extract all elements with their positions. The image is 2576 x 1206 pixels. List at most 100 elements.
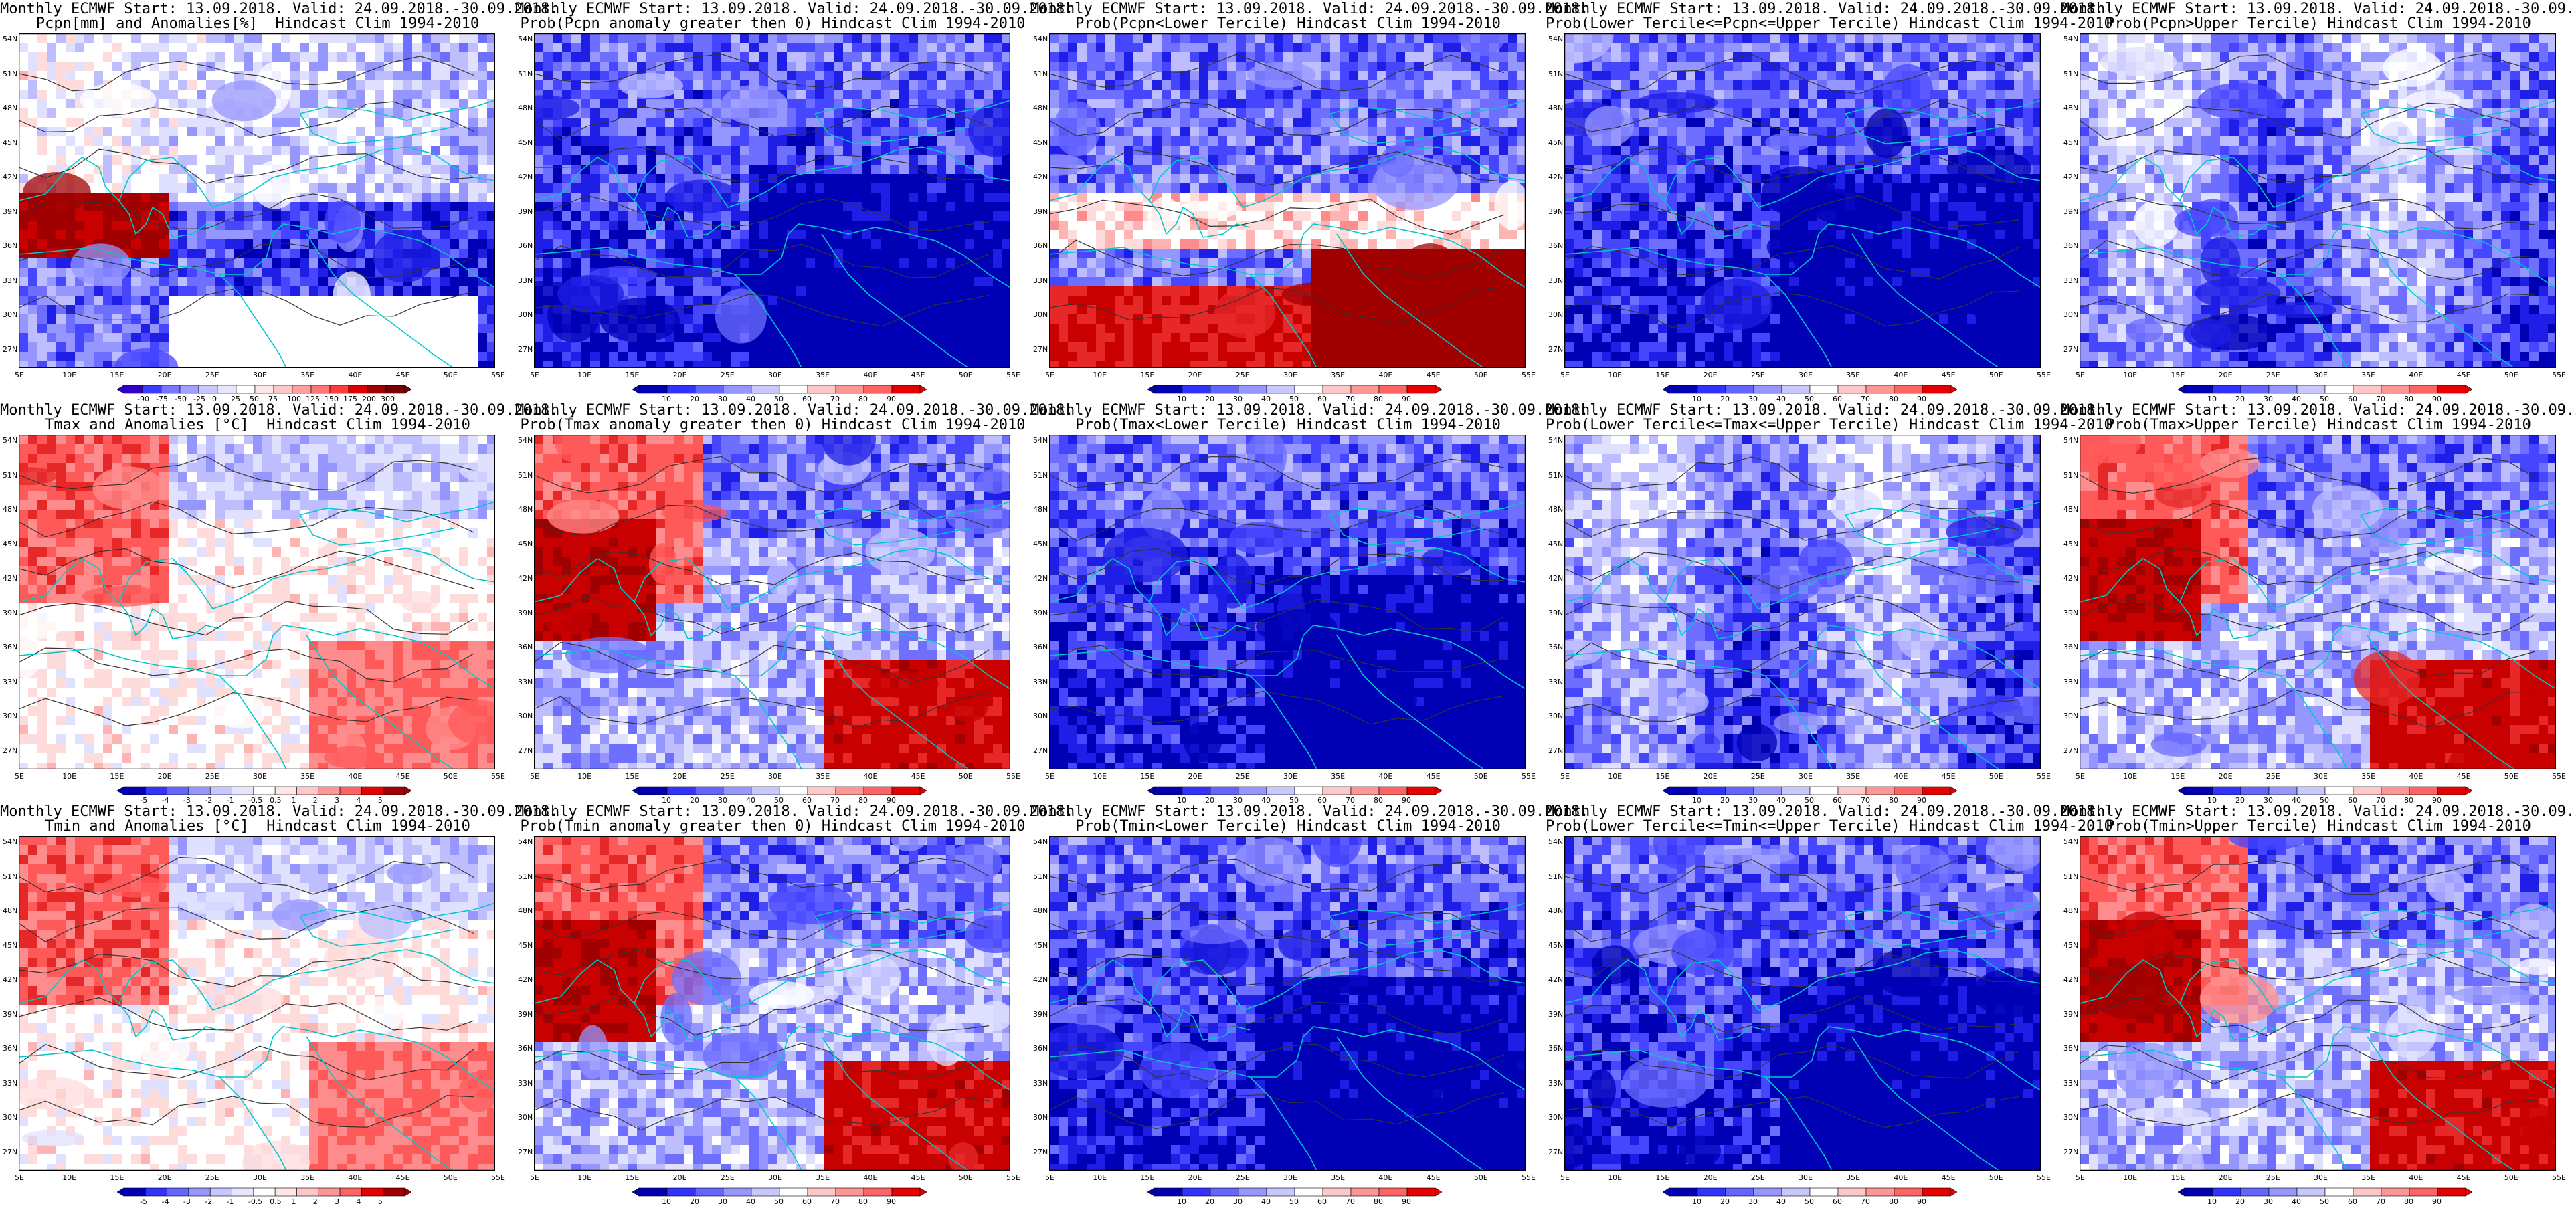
field-cell [815,127,825,137]
field-cell [1180,146,1190,156]
field-cell [993,239,1003,249]
field-cell [927,268,937,278]
field-cell [1274,52,1284,62]
field-cell [356,155,366,165]
field-cell [909,249,919,259]
field-cell [328,361,338,368]
field-cell [47,221,57,231]
field-cell [843,193,853,203]
field-cell [618,62,628,72]
field-cell [450,193,460,203]
isoline [19,56,474,92]
colorbar-segment [273,385,293,394]
field-cell [703,268,713,278]
field-cell [909,108,919,118]
field-cell [600,71,610,81]
field-cell [1274,193,1284,203]
field-cell [843,165,853,175]
colorbar-label: -50 [175,395,187,403]
field-cell [1452,136,1462,146]
field-cell [562,211,572,221]
field-cell [646,155,656,165]
field-cell [609,90,619,100]
field-cell [1180,136,1190,146]
field-cell [693,239,703,249]
field-cell [169,183,179,193]
field-cell [1349,99,1359,109]
field-cell [1302,211,1312,221]
field-cell [1152,118,1162,128]
field-cell [749,202,759,212]
field-cell [159,174,169,184]
field-cell [1377,221,1387,231]
field-cell [1274,174,1284,184]
field-cell [468,239,478,249]
field-cell [403,174,413,184]
field-cell [993,43,1003,53]
field-cell [1171,239,1181,249]
field-cell [1424,80,1434,90]
field-cell [712,52,722,62]
field-cell [169,71,179,81]
field-cell [777,268,788,278]
field-cell [909,361,919,368]
field-cell [871,90,881,100]
field-cell [150,127,160,137]
field-cell [1105,136,1115,146]
field-cell [1321,155,1331,165]
field-cell [1283,52,1293,62]
field-cell [749,52,759,62]
field-cell [187,296,197,306]
field-cell [131,314,141,324]
field-cell [909,342,919,353]
field-cell [684,258,694,268]
field-cell [955,258,965,268]
field-cell [787,352,797,362]
field-cell [590,33,600,43]
field-cell [918,33,928,43]
field-cell [56,258,66,268]
field-cell [1002,286,1010,296]
field-cell [1443,43,1453,53]
field-cell [1002,221,1010,231]
field-cell [665,52,675,62]
field-cell [141,239,151,249]
field-blob [665,179,739,214]
lat-label: 39N [518,207,533,216]
field-cell [637,258,647,268]
field-cell [197,258,207,268]
field-cell [590,258,600,268]
field-cell [937,221,947,231]
field-cell [1377,43,1387,53]
field-cell [862,127,872,137]
field-cell [1461,118,1471,128]
field-cell [459,80,469,90]
field-cell [974,352,984,362]
field-cell [974,33,984,43]
field-cell [1077,183,1087,193]
field-cell [571,258,581,268]
field-cell [150,305,160,315]
field-cell [365,165,375,175]
field-cell [628,52,638,62]
field-cell [159,193,169,203]
field-cell [450,127,460,137]
field-cell [562,43,572,53]
field-cell [656,43,666,53]
field-cell [47,305,57,315]
field-cell [777,211,788,221]
field-cell [918,239,928,249]
field-cell [590,136,600,146]
field-cell [1508,108,1518,118]
field-cell [393,202,403,212]
field-cell [234,165,244,175]
field-cell [1246,146,1256,156]
field-cell [187,43,197,53]
field-cell [450,146,460,156]
lat-label: 45N [3,138,17,147]
field-cell [993,361,1003,368]
field-cell [281,136,291,146]
field-cell [384,296,394,306]
field-cell [703,165,713,175]
field-cell [431,43,441,53]
